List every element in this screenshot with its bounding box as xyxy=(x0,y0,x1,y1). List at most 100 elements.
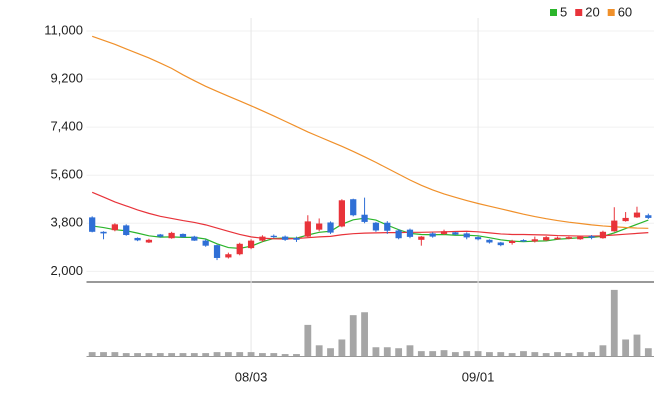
candle-body xyxy=(111,224,118,231)
volume-bar xyxy=(565,353,573,356)
candle-body xyxy=(282,236,289,240)
volume-bar xyxy=(610,289,618,356)
volume-bar xyxy=(383,347,391,356)
candle-body xyxy=(440,231,448,234)
volume-bar xyxy=(554,352,561,356)
volume-bar xyxy=(463,351,471,356)
volume-bar xyxy=(576,352,584,356)
candle-body xyxy=(509,240,516,244)
volume-bar xyxy=(236,352,244,356)
candle-body xyxy=(202,240,209,246)
volume-bar xyxy=(417,351,425,356)
volume-bar xyxy=(338,339,346,356)
candle-body xyxy=(565,237,572,239)
candle-body xyxy=(463,233,470,238)
candle-body xyxy=(236,243,243,255)
candle-body xyxy=(622,217,629,222)
volume-bar xyxy=(349,315,357,356)
candle-body xyxy=(452,232,459,235)
volume-bar xyxy=(440,350,448,356)
candle-body xyxy=(145,239,153,243)
volume-bar xyxy=(304,324,312,356)
candle-body xyxy=(327,222,334,233)
candle-body xyxy=(395,230,402,239)
candle-body xyxy=(350,199,357,216)
candle-body xyxy=(429,233,436,237)
candle-body xyxy=(191,236,198,241)
volume-bar xyxy=(315,345,323,356)
candle-body xyxy=(338,200,345,227)
candle-body xyxy=(531,239,538,242)
volume-bar xyxy=(281,354,289,356)
candle-body xyxy=(134,237,141,241)
candle-body xyxy=(588,236,595,238)
candle-body xyxy=(645,215,652,218)
volume-bar xyxy=(622,339,630,356)
volume-bar xyxy=(361,312,368,356)
volume-bar xyxy=(202,353,210,356)
volume-bar xyxy=(88,352,96,356)
volume-bar xyxy=(520,351,527,356)
candle-body xyxy=(293,237,300,240)
volume-bar xyxy=(122,353,130,356)
volume-bar xyxy=(168,353,176,356)
volume-bar xyxy=(145,353,153,356)
candle-body xyxy=(304,221,311,237)
candle-body xyxy=(157,234,164,237)
candle-body xyxy=(543,237,550,241)
volume-bar xyxy=(372,347,380,356)
candle-body xyxy=(213,245,221,258)
legend-swatch xyxy=(575,9,583,16)
candle-body xyxy=(486,239,493,243)
candle-body xyxy=(474,237,482,240)
volume-bar xyxy=(327,348,334,356)
y-tick-label: 2,000 xyxy=(50,263,83,278)
legend-label: 60 xyxy=(618,4,632,19)
moving-average-line xyxy=(91,35,649,229)
candle-body xyxy=(247,240,255,249)
volume-bar xyxy=(588,352,595,356)
y-tick-label: 3,800 xyxy=(50,215,83,230)
y-tick-label: 9,200 xyxy=(50,71,83,86)
x-tick-label: 08/03 xyxy=(235,369,268,384)
candle-body xyxy=(168,232,175,239)
legend-label: 20 xyxy=(585,4,599,19)
candle-body xyxy=(554,237,561,240)
volume-bar xyxy=(633,334,641,356)
volume-bar xyxy=(259,353,266,356)
volume-bar xyxy=(247,352,255,356)
candle-body xyxy=(611,220,618,232)
candle-body xyxy=(418,236,425,240)
candle-body xyxy=(89,217,96,232)
candle-body xyxy=(361,214,368,222)
volume-bar xyxy=(156,353,164,356)
volume-bar xyxy=(100,352,107,356)
legend-swatch xyxy=(550,9,557,16)
volume-bar xyxy=(213,352,221,356)
volume-bar xyxy=(644,348,652,356)
volume-bar xyxy=(508,353,516,356)
volume-bar xyxy=(111,352,119,356)
candle-body xyxy=(520,240,527,242)
volume-bar xyxy=(395,348,403,356)
candle-body xyxy=(577,236,584,240)
volume-bar xyxy=(429,351,437,356)
legend-label: 5 xyxy=(560,4,567,19)
candle-body xyxy=(225,254,232,258)
volume-bar xyxy=(599,345,607,356)
candle-body xyxy=(179,233,187,238)
y-tick-label: 7,400 xyxy=(50,119,83,134)
volume-bar xyxy=(270,353,278,356)
volume-bar xyxy=(406,345,414,356)
candle-body xyxy=(384,222,391,231)
candle-body xyxy=(316,223,323,230)
x-tick-label: 09/01 xyxy=(462,369,495,384)
volume-bar xyxy=(486,352,493,356)
volume-bar xyxy=(190,353,198,356)
volume-bar xyxy=(542,353,550,356)
moving-average-line xyxy=(91,191,649,240)
volume-bar xyxy=(134,353,141,356)
legend-swatch xyxy=(607,9,615,16)
candle-body xyxy=(259,236,266,241)
